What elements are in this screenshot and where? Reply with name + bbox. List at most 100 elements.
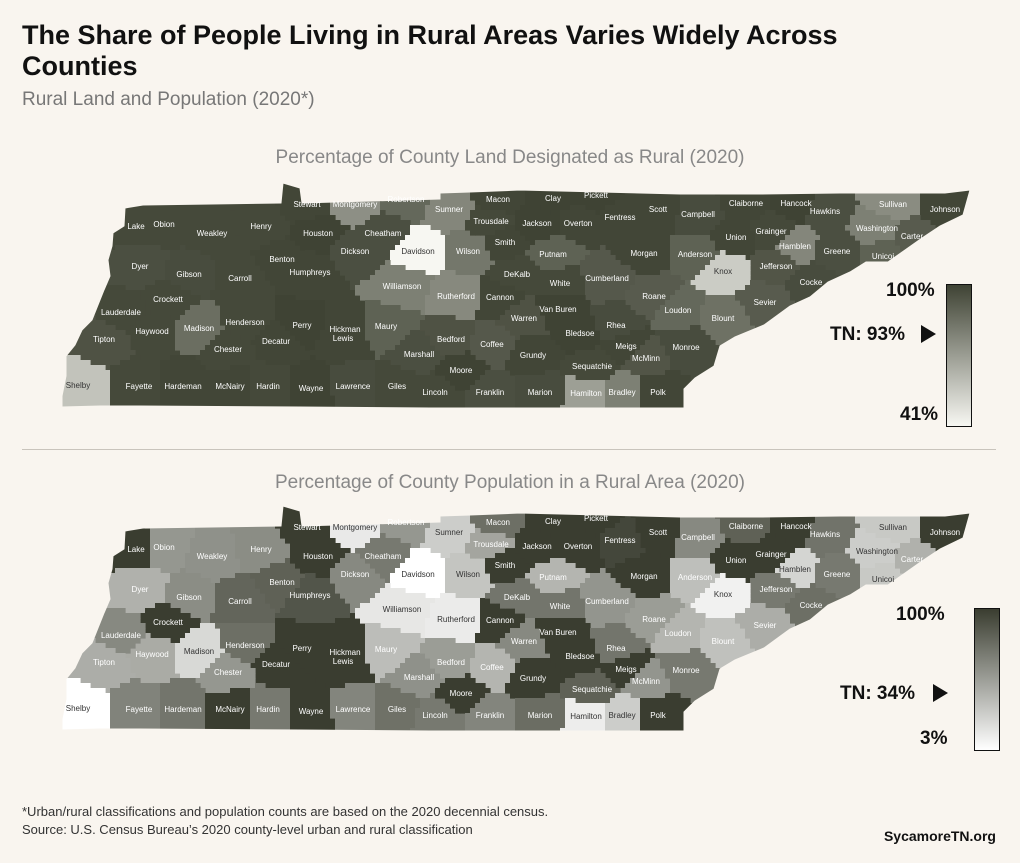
county-knox — [690, 250, 751, 296]
county-label-rutherford: Rutherford — [437, 292, 475, 301]
county-label-henry: Henry — [250, 545, 271, 554]
land-legend-gradient — [946, 284, 972, 427]
county-label-perry: Perry — [292, 321, 311, 330]
county-label-overton: Overton — [564, 542, 592, 551]
county-crockett — [140, 603, 201, 644]
county-label-macon: Macon — [486, 518, 510, 527]
county-wilson — [445, 230, 496, 276]
county-marion — [515, 370, 566, 408]
land-legend-state-marker — [921, 325, 936, 343]
county-sequatchie — [560, 345, 621, 381]
county-label-mcnairy: McNairy — [215, 382, 244, 391]
county-label-grainger: Grainger — [755, 550, 786, 559]
county-label-haywood: Haywood — [135, 327, 168, 336]
county-label-lauderdale: Lauderdale — [101, 308, 142, 317]
county-label-lake: Lake — [127, 545, 145, 554]
county-label-dickson: Dickson — [341, 247, 369, 256]
county-smith — [485, 548, 531, 584]
county-label-knox: Knox — [714, 267, 732, 276]
county-henderson — [215, 300, 276, 341]
county-davidson — [390, 225, 446, 276]
county-humphreys — [275, 250, 351, 301]
county-overton — [560, 205, 606, 251]
county-label-henderson: Henderson — [225, 318, 264, 327]
county-meigs — [600, 325, 656, 366]
county-label-lauderdale: Lauderdale — [101, 631, 142, 640]
county-johnson — [920, 506, 970, 579]
county-label-coffee: Coffee — [480, 340, 504, 349]
county-label-johnson: Johnson — [930, 528, 960, 537]
population-legend-min: 3% — [920, 728, 948, 749]
county-sumner — [420, 506, 476, 559]
county-van-buren — [535, 618, 591, 654]
county-perry — [275, 295, 326, 351]
county-label-perry: Perry — [292, 644, 311, 653]
county-coffee — [470, 643, 516, 694]
population-legend-state-marker — [933, 684, 948, 702]
county-label-rhea: Rhea — [606, 644, 626, 653]
county-label-dekalb: DeKalb — [504, 270, 531, 279]
county-label-rutherford: Rutherford — [437, 615, 475, 624]
county-label-overton: Overton — [564, 219, 592, 228]
county-rhea — [590, 623, 651, 664]
county-label-hardin: Hardin — [256, 382, 280, 391]
county-label-gibson: Gibson — [176, 593, 201, 602]
county-label-clay: Clay — [545, 194, 561, 203]
county-white — [535, 265, 586, 296]
county-jackson — [515, 205, 561, 246]
county-smith — [485, 225, 531, 261]
county-label-cocke: Cocke — [800, 278, 823, 287]
county-lawrence — [330, 683, 376, 731]
county-label-van-buren: Van Buren — [539, 305, 576, 314]
county-giles — [375, 683, 421, 731]
county-union — [710, 538, 756, 584]
county-label-madison: Madison — [184, 647, 214, 656]
county-fentress — [600, 190, 646, 246]
county-label-maury: Maury — [375, 645, 397, 654]
county-hamblen — [775, 225, 821, 266]
county-label-houston: Houston — [303, 552, 333, 561]
county-madison — [175, 300, 226, 356]
county-dickson — [330, 230, 386, 291]
county-williamson — [355, 583, 436, 639]
county-greene — [815, 230, 861, 281]
county-label-moore: Moore — [450, 689, 473, 698]
county-houston — [290, 538, 351, 579]
county-bradley — [605, 693, 641, 731]
county-bradley — [605, 370, 641, 408]
county-label-fayette: Fayette — [126, 705, 153, 714]
county-williamson — [355, 260, 436, 316]
county-label-pickett: Pickett — [584, 191, 609, 200]
county-jefferson — [750, 573, 801, 609]
county-label-grundy: Grundy — [520, 351, 546, 360]
county-label-trousdale: Trousdale — [473, 217, 509, 226]
county-lewis — [310, 330, 376, 366]
state-outline — [61, 182, 971, 409]
county-hickman — [325, 290, 366, 336]
county-mcnairy — [205, 688, 251, 731]
county-lewis — [310, 653, 376, 689]
county-label-coffee: Coffee — [480, 663, 504, 672]
county-wayne — [290, 678, 336, 731]
county-label-union: Union — [726, 233, 747, 242]
county-label-maury: Maury — [375, 322, 397, 331]
county-label-sullivan: Sullivan — [879, 200, 907, 209]
land-legend: 100% TN: 93% 41% — [830, 280, 990, 430]
county-label-bedford: Bedford — [437, 658, 465, 667]
county-lincoln — [410, 693, 466, 731]
county-label-robertson: Robertson — [388, 195, 425, 204]
county-label-cocke: Cocke — [800, 601, 823, 610]
county-label-chester: Chester — [214, 668, 242, 677]
county-label-bradley: Bradley — [608, 388, 635, 397]
county-label-smith: Smith — [495, 238, 515, 247]
county-label-meigs: Meigs — [615, 342, 636, 351]
population-choropleth-map: Lake Obion Weakley Henry Stewart Montgomery Ro… — [61, 505, 971, 732]
county-label-jackson: Jackson — [522, 219, 551, 228]
county-label-dyer: Dyer — [132, 262, 149, 271]
county-mcminn — [620, 658, 671, 699]
county-dekalb — [485, 255, 541, 296]
county-anderson — [670, 235, 721, 281]
footnote-source: Source: U.S. Census Bureau’s 2020 county… — [22, 822, 473, 837]
county-cheatham — [355, 533, 411, 584]
footnote: *Urban/rural classifications and populat… — [22, 803, 548, 839]
